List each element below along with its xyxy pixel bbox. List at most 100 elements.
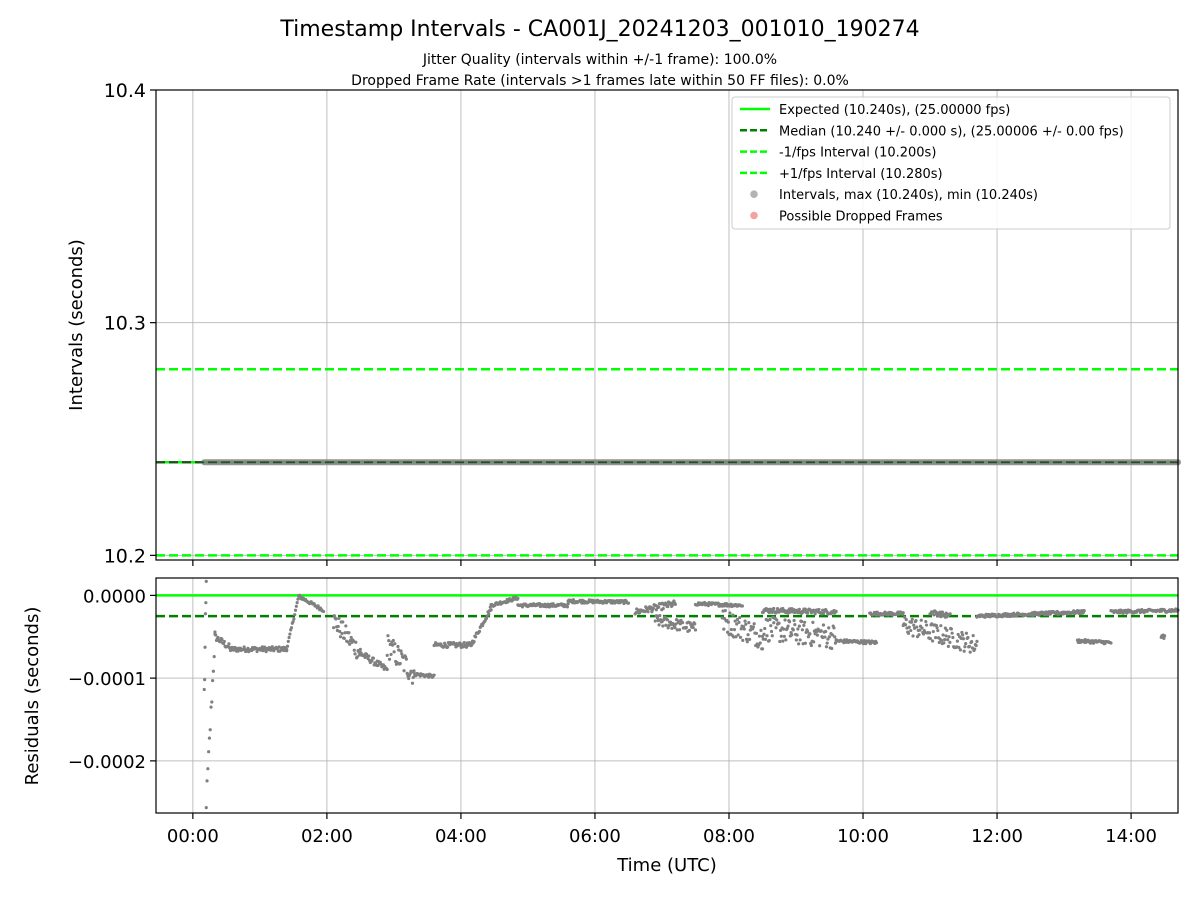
legend-marker-swatch <box>750 211 758 220</box>
residual-point <box>386 634 390 638</box>
intervals-plot-frame <box>155 89 1179 561</box>
x-tick-label: 02:00 <box>301 826 353 847</box>
residual-point <box>800 619 804 624</box>
residual-point <box>400 652 404 656</box>
residual-point <box>834 609 838 614</box>
residual-point <box>489 608 493 612</box>
residual-point <box>407 676 411 681</box>
residual-point <box>737 620 741 624</box>
residual-point <box>321 609 326 614</box>
residual-point <box>395 661 399 665</box>
residual-point <box>205 779 209 783</box>
residual-point <box>216 635 220 640</box>
residual-point <box>399 649 403 653</box>
residual-point <box>446 645 450 649</box>
residual-point <box>798 638 802 642</box>
residual-point <box>752 622 756 626</box>
residual-point <box>651 606 655 610</box>
residual-point <box>213 630 217 634</box>
residual-point <box>670 626 674 631</box>
residual-point <box>748 637 752 641</box>
residual-point <box>220 637 224 641</box>
residual-point <box>909 620 914 624</box>
residual-point <box>833 635 837 639</box>
residuals-y-ticks: 0.0000 −0.0001 −0.0002 <box>68 586 156 773</box>
residual-point <box>823 635 827 639</box>
residual-point <box>827 626 831 630</box>
residual-point <box>340 631 344 636</box>
residual-point <box>693 622 697 626</box>
residual-point <box>385 667 389 672</box>
residual-point <box>480 624 485 628</box>
residual-point <box>726 620 730 624</box>
residual-point <box>935 626 939 630</box>
residual-point <box>945 628 949 632</box>
residual-point <box>975 639 979 643</box>
chart-subtitle-dropped: Dropped Frame Rate (intervals >1 frames … <box>351 73 849 89</box>
residual-point <box>203 678 207 682</box>
residual-point <box>797 642 801 646</box>
residual-point <box>1048 612 1053 616</box>
legend-item: -1/fps Interval (10.200s) <box>740 146 936 161</box>
x-tick-label: 00:00 <box>167 826 219 847</box>
residual-point <box>808 632 812 636</box>
residual-point <box>779 634 783 638</box>
residual-point <box>657 623 661 627</box>
residual-point <box>794 638 798 642</box>
residual-point <box>961 633 965 637</box>
residual-point <box>735 617 740 622</box>
residual-point <box>287 635 291 640</box>
residual-point <box>566 602 570 606</box>
residual-point <box>964 641 968 646</box>
residual-point <box>832 626 836 630</box>
residual-point <box>343 631 347 635</box>
residual-point <box>956 632 960 637</box>
x-tick-label: 14:00 <box>1105 826 1157 847</box>
residual-point <box>291 619 295 624</box>
residual-point <box>673 602 677 606</box>
residual-point <box>942 641 946 645</box>
residual-point <box>207 736 212 740</box>
y-tick-label-bottom: −0.0001 <box>68 669 146 690</box>
residual-point <box>675 628 679 632</box>
residual-point <box>687 628 692 632</box>
residual-point <box>203 645 207 649</box>
residual-point <box>924 623 929 627</box>
residual-point <box>653 619 657 623</box>
residual-point <box>680 620 685 625</box>
residual-point <box>971 634 975 638</box>
y-tick-label-top: 10.3 <box>104 313 146 335</box>
x-tick-label: 08:00 <box>703 826 755 847</box>
residual-point <box>706 604 710 608</box>
residual-point <box>928 637 932 641</box>
residual-point <box>901 611 905 615</box>
residual-point <box>920 626 924 630</box>
residual-point <box>370 659 374 663</box>
residual-point <box>762 632 766 636</box>
residual-point <box>824 629 828 634</box>
residual-point <box>391 638 395 643</box>
residual-point <box>354 640 358 644</box>
residual-point <box>474 635 478 639</box>
residual-point <box>772 621 776 625</box>
residual-point <box>210 700 214 704</box>
residual-point <box>821 611 826 616</box>
residual-point <box>222 639 226 644</box>
residual-point <box>803 620 807 624</box>
residual-point <box>792 618 796 623</box>
residual-point <box>754 631 759 635</box>
residual-point <box>202 687 206 692</box>
residual-point <box>472 640 476 644</box>
residual-point <box>769 624 773 628</box>
residual-point <box>666 604 670 609</box>
residual-point <box>404 657 408 661</box>
residuals-x-ticks: 00:00 02:00 04:00 06:00 08:00 10:00 12:00 14:00 <box>167 813 1157 847</box>
residual-point <box>206 767 210 771</box>
residual-point <box>655 616 660 620</box>
residual-point <box>786 624 790 628</box>
residual-point <box>626 601 631 605</box>
residual-point <box>968 650 972 654</box>
residual-point <box>947 635 951 639</box>
chart-subtitle-jitter: Jitter Quality (intervals within +/-1 fr… <box>422 52 777 68</box>
residual-point <box>288 632 292 636</box>
